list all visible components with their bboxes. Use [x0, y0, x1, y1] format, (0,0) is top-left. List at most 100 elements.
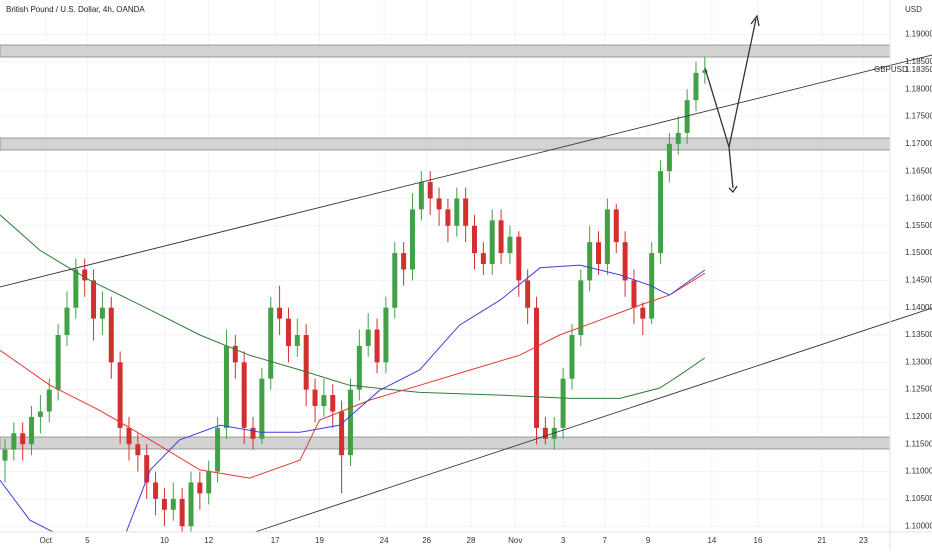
y-tick-label: 1.16000: [905, 194, 932, 203]
x-tick-label: 12: [204, 536, 213, 545]
candle-body: [365, 329, 371, 346]
candle-body: [215, 427, 221, 472]
candle-body: [569, 335, 575, 379]
candle-body: [223, 345, 229, 428]
moving-average: [0, 214, 706, 399]
y-tick-label: 1.11000: [905, 467, 932, 476]
candle-body: [294, 335, 300, 346]
channel-lower: [254, 307, 932, 533]
x-tick-label: 9: [646, 536, 651, 545]
y-tick-label: 1.10500: [905, 494, 932, 503]
candle-body: [613, 209, 619, 243]
x-tick-label: 16: [754, 536, 763, 545]
x-tick-label: 5: [85, 536, 90, 545]
y-tick-label: 1.18500: [905, 57, 932, 66]
candle-body: [401, 253, 407, 270]
candle-body: [259, 378, 265, 439]
y-tick-label: 1.15500: [905, 221, 932, 230]
y-tick-label: 1.12500: [905, 385, 932, 394]
y-tick-label: 1.13000: [905, 357, 932, 366]
candle-body: [666, 143, 672, 172]
candle-body: [241, 362, 247, 428]
symbol-label: GBPUSD: [874, 65, 908, 74]
candle-body: [489, 220, 495, 265]
candle-body: [498, 220, 504, 254]
candle-body: [418, 182, 424, 210]
candle-body: [108, 307, 114, 363]
x-tick-label: 17: [271, 536, 280, 545]
currency-label: USD: [905, 5, 922, 14]
candle-body: [525, 280, 531, 308]
candle-body: [542, 427, 548, 439]
candle-body: [99, 307, 105, 319]
candle-body: [161, 498, 167, 510]
candle-body: [312, 389, 318, 407]
channel-upper: [0, 54, 932, 288]
x-tick-label: 10: [160, 536, 169, 545]
candle-body: [480, 253, 486, 265]
candle-body: [392, 253, 398, 308]
support-zone: [0, 436, 891, 450]
candle-body: [117, 362, 123, 428]
x-tick-label: 14: [707, 536, 716, 545]
drawings: [0, 14, 932, 533]
x-tick-label: Oct: [39, 536, 52, 545]
y-tick-label: 1.14500: [905, 276, 932, 285]
candle-body: [55, 335, 61, 390]
arrow-head: [728, 185, 738, 194]
candle-body: [188, 482, 194, 527]
candle-body: [436, 198, 442, 210]
x-tick-label: 21: [817, 536, 826, 545]
y-tick-label: 1.18000: [905, 84, 932, 93]
candle-body: [596, 242, 602, 265]
y-tick-label: 1.10000: [905, 521, 932, 530]
candle-body: [604, 209, 610, 265]
candle-body: [356, 345, 362, 390]
candle-body: [675, 132, 681, 144]
candle-body: [631, 280, 637, 308]
x-tick-label: 3: [561, 536, 566, 545]
candle-body: [20, 433, 26, 445]
candle-body: [339, 411, 345, 456]
y-tick-label: 1.17500: [905, 112, 932, 121]
candle-body: [197, 482, 203, 494]
candle-body: [46, 389, 52, 412]
candle-body: [170, 498, 176, 510]
x-tick-label: 19: [315, 536, 324, 545]
candle-body: [179, 498, 185, 527]
candle-body: [330, 395, 336, 412]
y-tick-label: 1.19000: [905, 30, 932, 39]
arrow-head: [750, 14, 760, 27]
candle-body: [153, 482, 159, 499]
resistance-zone: [0, 137, 891, 151]
candle-body: [64, 307, 70, 336]
y-tick-label: 1.12000: [905, 412, 932, 421]
y-tick-label: 1.14000: [905, 303, 932, 312]
last-price-label: 1.18350: [905, 65, 932, 74]
candle-body: [693, 72, 699, 101]
candle-body: [560, 378, 566, 428]
x-tick-label: 28: [467, 536, 476, 545]
candle-body: [144, 455, 150, 483]
candle-body: [427, 182, 433, 199]
moving-average: [0, 272, 706, 479]
candle-body: [578, 280, 584, 336]
candle-body: [82, 269, 88, 281]
candle-body: [126, 427, 132, 445]
resistance-zone: [0, 44, 891, 58]
candle-body: [622, 242, 628, 281]
y-tick-label: 1.11500: [905, 439, 932, 448]
candle-body: [507, 236, 513, 254]
x-tick-label: 7: [603, 536, 608, 545]
y-tick-label: 1.13500: [905, 330, 932, 339]
plot-area: [0, 56, 708, 532]
y-tick-label: 1.15000: [905, 248, 932, 257]
candle-body: [454, 198, 460, 226]
candle-body: [135, 444, 141, 456]
moving-average: [0, 264, 706, 532]
candle-body: [206, 471, 212, 494]
x-tick-label: 23: [859, 536, 868, 545]
axes: 1.19000 1.18500 1.18000 1.17500 1.17000 1.165…: [39, 30, 932, 545]
